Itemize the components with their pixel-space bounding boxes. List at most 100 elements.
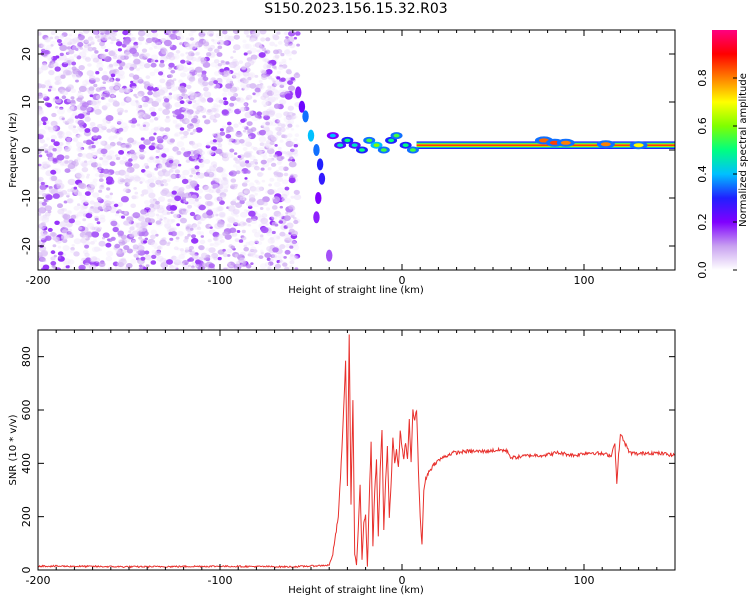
spectrogram-cell: [131, 157, 137, 162]
spectrogram-cell: [64, 144, 72, 151]
spectrogram-cell: [274, 97, 279, 101]
spectrogram-cell: [167, 198, 173, 203]
spectrogram-cell: [233, 34, 240, 40]
spectrogram-cell: [70, 247, 75, 251]
spectrogram-cell: [278, 220, 284, 224]
spectrogram-cell: [60, 226, 69, 234]
spectrogram-cell: [75, 79, 79, 83]
spectrogram-cell: [136, 101, 140, 105]
spectrogram-cell: [86, 70, 95, 77]
spectrogram-cell: [283, 49, 291, 55]
spectrogram-cell: [262, 155, 268, 160]
spectrogram-cell: [38, 183, 42, 186]
spectrogram-cell: [80, 147, 85, 150]
spectrogram-cell: [151, 254, 157, 259]
spectrogram-cell: [223, 178, 229, 183]
spectrogram-cell: [191, 265, 195, 269]
spectrogram-cell: [129, 47, 137, 55]
spectrogram-cell: [79, 174, 85, 179]
spectrogram-cell: [206, 52, 212, 57]
spectrogram-cell: [259, 142, 265, 146]
spectrogram-cell: [82, 218, 87, 222]
spectrogram-cell: [92, 178, 98, 183]
spectrogram-cell: [294, 253, 301, 259]
spectrogram-cell: [128, 175, 134, 179]
spectrogram-cell: [217, 207, 223, 211]
spectrogram-cell: [66, 108, 72, 113]
spectrogram-cell: [41, 216, 50, 223]
spectrogram-cell: [205, 144, 211, 149]
spectrogram-cell: [188, 91, 195, 97]
spectrogram-cell: [250, 187, 258, 193]
spectrogram-cell: [55, 106, 59, 109]
spectrogram-cell: [156, 215, 163, 220]
spectrogram-cell: [269, 141, 275, 146]
spectrogram-cell: [85, 186, 91, 190]
spectrogram-cell: [272, 196, 281, 203]
spectrogram-cell: [50, 250, 56, 255]
spectrogram-x-axis-label: Height of straight line (km): [288, 285, 424, 296]
spectrogram-cell: [240, 118, 246, 123]
spectrogram-cell: [38, 212, 42, 216]
spectrogram-cell: [151, 30, 158, 34]
spectrogram-cell: [188, 155, 196, 162]
spectrogram-cell: [191, 237, 199, 244]
spectrogram-cell: [102, 70, 108, 75]
spectrogram-cell: [73, 238, 82, 245]
spectrogram-cell: [98, 248, 103, 252]
spectrogram-cell: [61, 229, 68, 234]
spectrogram-cell: [212, 133, 217, 137]
spectrogram-cell: [163, 39, 172, 47]
spectrogram-cell: [143, 126, 149, 131]
spectrogram-cell: [273, 234, 281, 241]
spectrogram-cell: [206, 141, 212, 147]
spectrogram-cell: [201, 30, 208, 34]
spectrogram-cell: [203, 185, 212, 193]
spectrogram-cell: [59, 34, 65, 39]
spectrogram-cell: [47, 88, 52, 92]
spectrogram-cell: [284, 266, 290, 270]
spectrogram-cell: [198, 56, 202, 59]
snr-marks: [38, 334, 675, 569]
spectrogram-cell: [207, 238, 212, 243]
spectrogram-cell: [141, 95, 150, 103]
spectrogram-cell: [158, 143, 165, 149]
spectrogram-cell: [273, 154, 278, 158]
spectrogram-cell: [185, 247, 190, 251]
spectrogram-cell: [250, 36, 257, 42]
spectrogram-cell: [61, 238, 68, 243]
spectrogram-cell: [38, 201, 43, 204]
spectrogram-cell: [46, 44, 52, 50]
spectrogram-cell: [38, 129, 46, 136]
spectrogram-cell: [173, 264, 179, 269]
spectrogram-cell: [50, 256, 56, 261]
spectrogram-cell: [185, 99, 190, 103]
spectrogram-cell: [178, 173, 186, 180]
spectrogram-cell: [287, 80, 294, 85]
spectrogram-cell: [108, 98, 114, 103]
spectrogram-cell: [171, 255, 177, 260]
spectrogram-cell: [53, 141, 60, 147]
spectrogram-cell: [254, 42, 262, 48]
spectrogram-cell: [129, 149, 135, 155]
spectrogram-cell: [138, 144, 146, 150]
spectrogram-cell: [96, 169, 102, 173]
spectrogram-cell: [220, 60, 225, 64]
spectrogram-cell: [191, 194, 197, 200]
spectrogram-cell: [222, 253, 228, 258]
spectrogram-cell: [146, 173, 153, 178]
spectrogram-cell: [75, 133, 81, 138]
spectrogram-cell: [85, 237, 90, 241]
spectrogram-cell: [600, 142, 611, 147]
spectrogram-cell: [141, 48, 148, 53]
spectrogram-cell: [124, 65, 129, 69]
spectrogram-cell: [56, 154, 65, 161]
snr-x-tick-label: -200: [26, 574, 51, 587]
spectrogram-cell: [290, 116, 295, 120]
spectrogram-cell: [204, 193, 213, 200]
spectrogram-cell: [266, 90, 274, 97]
spectrogram-cell: [246, 83, 252, 88]
spectrogram-cell: [50, 120, 58, 127]
spectrogram-cell: [223, 40, 229, 46]
